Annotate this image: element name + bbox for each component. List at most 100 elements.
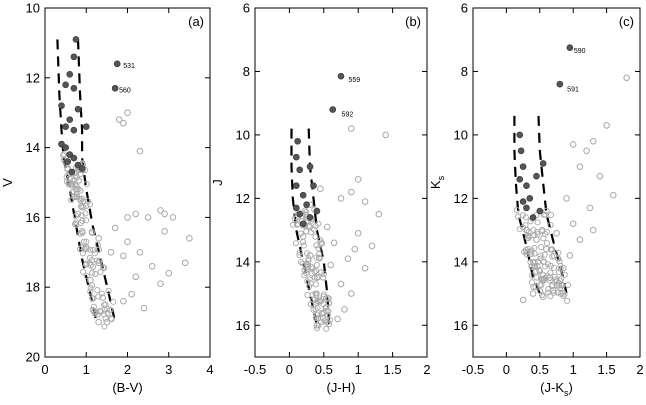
panel-a-cloud-point [89, 295, 96, 302]
panel-a-field-point [124, 109, 131, 116]
panel-a-members-point [74, 105, 82, 113]
panel-b-field-point [320, 293, 328, 301]
panel-c-cloud-point [534, 263, 541, 270]
panel-c-field-point [596, 172, 604, 180]
panel-b-highlight-point [337, 72, 345, 80]
panel-a-y-tick-label: 20 [26, 350, 40, 365]
panel-c-field-point [543, 207, 550, 215]
panel-b-field-point [344, 255, 352, 262]
panel-b-x-tick-label: 1 [355, 362, 362, 377]
panel-a-x-axis-label: (B-V) [112, 380, 142, 395]
panel-c-x-tick-label: 0.5 [531, 362, 549, 377]
panel-a-cloud-point [101, 265, 108, 272]
panel-c-cloud-point [537, 288, 544, 295]
panel-b-field-point [310, 296, 317, 304]
panel-a-field-point [107, 249, 115, 256]
panel-a-cloud-point [92, 271, 99, 278]
panel-a-members-point [58, 102, 65, 110]
panel-b-cloud-point [310, 306, 317, 313]
panel-b-star-ids: 559 592 [342, 77, 361, 119]
panel-a-field-point [99, 294, 107, 301]
panel-a-field-point [78, 228, 86, 235]
panel-a-x-tick-label: 1 [83, 362, 90, 377]
panel-c-cloud-point [531, 264, 538, 271]
panel-c-cloud-point [528, 251, 535, 258]
panel-c: -0.5 0 0.5 1 1.5 2 6 8 10 12 14 16 590 591 (c) (J-Ks… [428, 1, 644, 399]
panel-b-field-point [382, 131, 390, 139]
panel-a-members-point [62, 123, 69, 130]
panel-b-cloud-point [311, 226, 318, 233]
panel-b-y-tick-label: 8 [243, 64, 250, 79]
panel-b-cloud-point [312, 233, 319, 240]
panel-a-cloud-point [72, 220, 79, 228]
panel-a-field-point [124, 214, 131, 221]
panel-c-members-point [523, 204, 530, 212]
panel-a-cloud-point [73, 186, 80, 193]
panel-c-field-point [546, 274, 554, 281]
panel-c-field-point [559, 264, 567, 272]
panel-b-field-point [368, 242, 376, 250]
panel-a-x-tick-label: 2 [124, 362, 131, 377]
panel-a-field-point [115, 116, 123, 123]
panel-a-members-point [70, 154, 78, 162]
panel-b-field-point [337, 280, 345, 288]
panel-c-cloud-point [538, 276, 546, 283]
panel-c-field-point [569, 220, 577, 228]
panel-b-field-point [323, 318, 331, 326]
panel-c-isochrone-left [513, 115, 541, 294]
panel-b-field-point [337, 195, 345, 202]
panel-a-members-point [62, 81, 69, 89]
panel-c-field-point [536, 268, 544, 275]
panel-b-y-tick-label: 6 [243, 1, 250, 16]
panel-c-points [513, 44, 630, 304]
panel-c-y-tick-label: 16 [454, 318, 468, 333]
panel-a-members-point [72, 36, 80, 43]
panel-a-cloud-point [97, 308, 105, 315]
panel-b-members-point [299, 191, 307, 199]
panel-b-cloud-point [313, 312, 320, 319]
panel-a-field-point [157, 280, 164, 288]
panel-a-cloud-point [89, 263, 97, 270]
panel-a-cloud-point [97, 269, 104, 276]
panel-c-field-point [533, 236, 540, 243]
panel-c-cloud-point [538, 228, 546, 235]
panel-b-field-point [348, 188, 355, 196]
panel-b-members-point [296, 166, 304, 174]
panel-a-members-point [70, 84, 78, 92]
panel-a-members-point [66, 116, 74, 123]
panel-c-cloud-point [534, 219, 541, 226]
panel-b-label: (b) [405, 14, 421, 29]
panel-a-cloud-point [90, 247, 97, 254]
panel-c-x-tick-label: 1 [570, 362, 577, 377]
panel-c-cloud-point [555, 255, 562, 262]
panel-a-x-tick-label: 4 [206, 362, 213, 377]
panel-a-cloud-point [60, 152, 67, 159]
panel-b-cloud-point [296, 249, 303, 256]
panel-c-cloud-point [543, 240, 551, 247]
panel-b-field-point [317, 185, 324, 193]
panel-c-field-point [603, 122, 610, 129]
panel-b-cloud-point [318, 240, 326, 247]
panel-a-field-point [169, 214, 177, 221]
panel-a-members-point [78, 165, 86, 172]
panel-b-cloud-point [299, 238, 307, 245]
panel-b-field-point [348, 290, 355, 297]
panel-c-cloud-point [538, 291, 546, 298]
panel-c-cloud-point [547, 293, 554, 300]
panel-c-cloud-point [564, 297, 571, 304]
panel-a-members-point [82, 123, 90, 130]
panel-b-members-point [294, 137, 301, 145]
panel-c-y-tick-label: 14 [454, 254, 468, 269]
panel-c-field-point [566, 252, 574, 259]
panel-c-cloud-point [525, 235, 532, 242]
panel-b-cloud-point [322, 295, 329, 302]
panel-c-star-ids: 590 591 [567, 48, 585, 93]
panel-b-cloud-point [318, 239, 325, 246]
panel-b-x-axis-label: (J-H) [327, 380, 356, 395]
panel-b-field-point [306, 252, 314, 259]
panel-a-cloud-point [86, 201, 93, 208]
panel-b-cloud-point [312, 290, 319, 297]
panel-a-cloud-point [79, 217, 86, 225]
panel-b-cloud-point [314, 298, 321, 305]
panel-b-cloud-point [312, 281, 319, 288]
